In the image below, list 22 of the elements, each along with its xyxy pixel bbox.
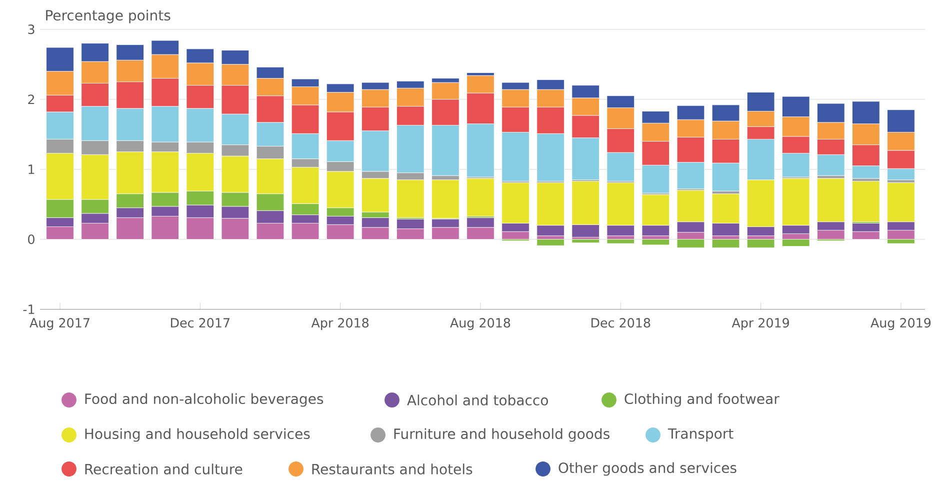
x-tick-label: Dec 2018 [591, 318, 650, 328]
legend-label: Other goods and services [558, 462, 736, 476]
legend-label: Clothing and footwear [624, 393, 780, 407]
y-tick-label: 0 [28, 234, 34, 244]
x-tick-label: Apr 2019 [732, 318, 789, 330]
y-tick-label: 1 [28, 164, 34, 174]
legend-label: Restaurants and hotels [312, 464, 472, 474]
legend-label: Alcohol and tobacco [407, 394, 548, 406]
x-tick-label: Aug 2017 [30, 318, 90, 330]
legend-label: Transport [668, 428, 734, 442]
x-tick-label: Dec 2017 [171, 318, 230, 328]
legend-label: Food and non-alcoholic beverages [85, 393, 324, 407]
y-tick-label: 2 [28, 94, 34, 104]
x-tick-label: Aug 2019 [870, 318, 931, 330]
legend-label: Furniture and household goods [394, 428, 610, 442]
legend-label: Housing and household services [85, 428, 310, 442]
y-axis-title: Percentage points [46, 10, 170, 24]
y-tick-label: 3 [28, 24, 34, 34]
x-tick-label: Apr 2018 [311, 318, 369, 330]
y-tick-label: -1 [23, 304, 34, 314]
legend-label: Recreation and culture [85, 464, 242, 474]
x-tick-label: Aug 2018 [450, 318, 510, 330]
